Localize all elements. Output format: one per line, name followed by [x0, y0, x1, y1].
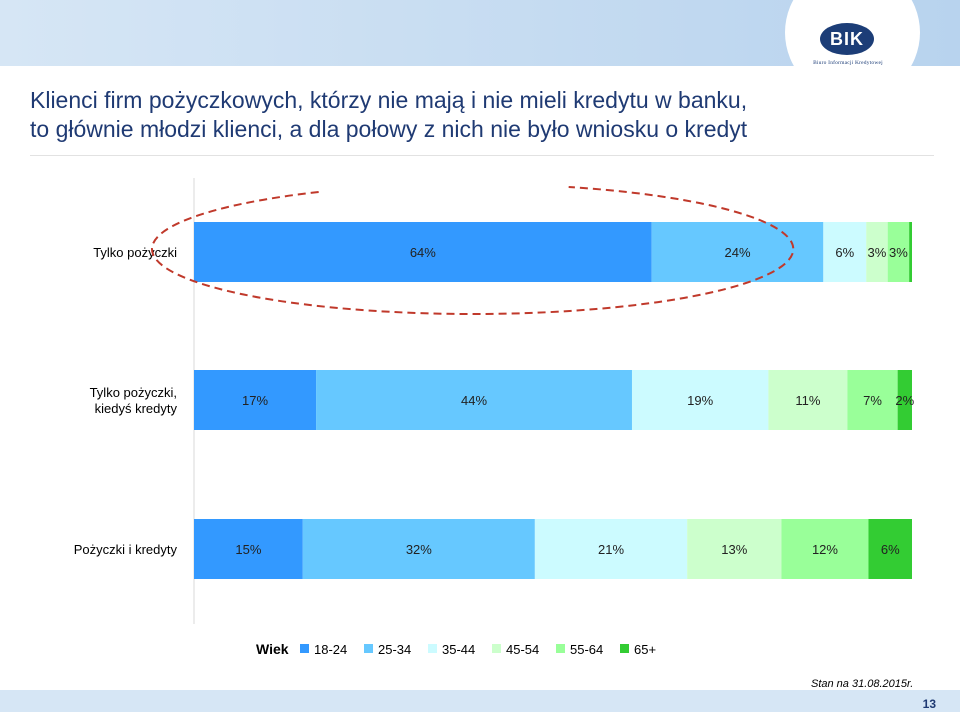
bar-segment: [302, 519, 535, 579]
data-label: 44%: [461, 393, 487, 408]
bar-segment: [687, 519, 782, 579]
bar-segment: [781, 519, 869, 579]
bar-segment: [823, 222, 867, 282]
data-label: 7%: [863, 393, 882, 408]
legend-label: 45-54: [506, 642, 539, 657]
bar-segment: [534, 519, 688, 579]
bar-segment: [847, 370, 898, 430]
category-label: Tylko pożyczki: [93, 245, 177, 260]
data-label: 6%: [835, 245, 854, 260]
bar-segment: [887, 222, 910, 282]
data-label: 32%: [406, 542, 432, 557]
legend-swatch: [300, 644, 309, 653]
bar-segment: [897, 370, 912, 430]
data-label: 64%: [410, 245, 436, 260]
bar-segment: [909, 222, 912, 282]
bar-segment: [768, 370, 848, 430]
legend-swatch: [556, 644, 565, 653]
legend-label: 18-24: [314, 642, 347, 657]
legend-swatch: [492, 644, 501, 653]
title-line-2: to głównie młodzi klienci, a dla połowy …: [30, 116, 748, 142]
data-label: 3%: [889, 245, 908, 260]
legend-swatch: [364, 644, 373, 653]
bar-segment: [194, 370, 317, 430]
title-line-1: Klienci firm pożyczkowych, którzy nie ma…: [30, 87, 748, 113]
bar-segment: [316, 370, 632, 430]
category-label: Tylko pożyczki,: [90, 385, 177, 400]
data-label: 12%: [812, 542, 838, 557]
data-label: 6%: [881, 542, 900, 557]
legend-label: 25-34: [378, 642, 411, 657]
data-label: 17%: [242, 393, 268, 408]
bar-segment: [651, 222, 824, 282]
legend-title: Wiek: [256, 641, 289, 657]
date-note: Stan na 31.08.2015r.: [811, 678, 914, 690]
title-divider: [30, 155, 934, 156]
bar-segment: [631, 370, 769, 430]
data-label: 11%: [795, 393, 820, 408]
data-label: 3%: [868, 245, 887, 260]
legend-swatch: [428, 644, 437, 653]
data-label: 19%: [687, 393, 713, 408]
bik-logo: BIK: [820, 23, 874, 55]
data-label: 13%: [721, 542, 747, 557]
data-label: 24%: [724, 245, 750, 260]
legend-label: 65+: [634, 642, 656, 657]
footer-bar: [0, 690, 960, 712]
bar-segment: [868, 519, 912, 579]
legend-swatch: [620, 644, 629, 653]
legend-label: 35-44: [442, 642, 475, 657]
bar-segment: [194, 222, 652, 282]
logo-subtitle: Biuro Informacji Kredytowej: [813, 60, 883, 66]
bar-segment: [866, 222, 888, 282]
data-label: 2%: [895, 393, 914, 408]
slide-title: Klienci firm pożyczkowych, którzy nie ma…: [30, 86, 747, 144]
header-banner: BIK Biuro Informacji Kredytowej: [0, 0, 960, 66]
bar-segment: [194, 519, 303, 579]
data-label: 15%: [235, 542, 261, 557]
highlight-ellipse: [150, 186, 795, 316]
data-label: 21%: [598, 542, 624, 557]
legend-label: 55-64: [570, 642, 603, 657]
category-label: Pożyczki i kredyty: [74, 542, 178, 557]
category-label: kiedyś kredyty: [95, 401, 178, 416]
page-number: 13: [922, 697, 936, 711]
